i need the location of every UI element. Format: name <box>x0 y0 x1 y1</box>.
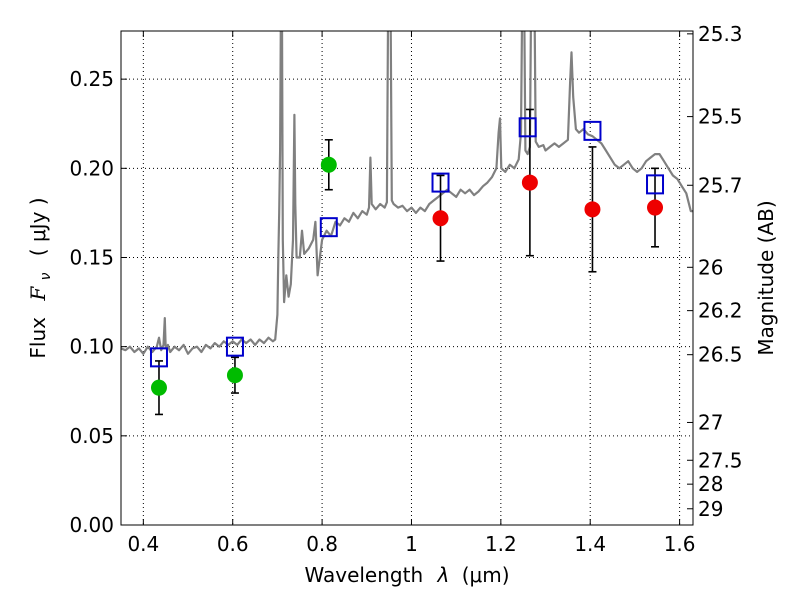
y2-axis-label: Magnitude (AB) <box>754 200 778 355</box>
model-square <box>319 217 338 238</box>
red-point <box>584 201 601 218</box>
y-axis-label-symbol: F <box>26 286 50 302</box>
plot-frame <box>120 30 694 526</box>
model-square <box>149 347 168 368</box>
x-tick-label: 1.6 <box>664 532 696 556</box>
x-tick-label: 0.6 <box>217 532 249 556</box>
y2-tick-label: 25.7 <box>698 173 743 197</box>
x-tick-label: 0.8 <box>306 532 338 556</box>
y2-tick-label: 29 <box>698 497 723 521</box>
spectrum-line <box>121 31 693 355</box>
red-point <box>647 199 664 216</box>
model-square <box>518 117 537 138</box>
y-axis-label-prefix: Flux <box>26 317 50 359</box>
y2-tick-label: 26 <box>698 255 723 279</box>
model-square <box>225 336 244 357</box>
y-axis-label-subscript: ν <box>38 272 54 280</box>
model-square <box>583 120 602 141</box>
x-tick-label: 0.4 <box>127 532 159 556</box>
x-axis-label: Wavelength λ (μm) <box>304 563 509 587</box>
y2-tick-label: 28 <box>698 472 723 496</box>
grid <box>121 31 693 526</box>
x-axis-label-prefix: Wavelength <box>304 563 423 587</box>
y2-tick-label: 25.3 <box>698 22 743 46</box>
x-axis-label-unit: (μm) <box>462 563 510 587</box>
red-point <box>432 210 449 227</box>
y2-tick-label: 26.5 <box>698 343 743 367</box>
y2-tick-label: 27 <box>698 410 723 434</box>
data-layer <box>121 31 693 416</box>
y2-tick-label: 27.5 <box>698 448 743 472</box>
y-tick-label: 0.25 <box>69 67 114 91</box>
y-axis-label-unit: ( μJy ) <box>26 197 50 256</box>
red-point <box>521 174 538 191</box>
y2-tick-label: 25.5 <box>698 105 743 129</box>
model-square <box>646 174 665 195</box>
x-axis-label-symbol: λ <box>437 563 450 587</box>
y-axis-label: Flux F ν ( μJy ) <box>26 197 55 358</box>
x-tick-label: 1.2 <box>485 532 517 556</box>
ticks: 0.4 0.6 0.8 1 1.2 1.4 1.6 0.00 0.05 0.10 0.15 0.20 0… <box>69 22 742 556</box>
y-tick-label: 0.05 <box>69 424 114 448</box>
green-point <box>150 379 167 396</box>
y-tick-label: 0.20 <box>69 156 114 180</box>
green-point <box>226 367 243 384</box>
y-tick-label: 0.10 <box>69 335 114 359</box>
y2-tick-label: 26.2 <box>698 299 743 323</box>
model-square <box>431 172 450 193</box>
x-tick-label: 1 <box>405 532 418 556</box>
x-tick-label: 1.4 <box>574 532 606 556</box>
y-tick-label: 0.00 <box>69 513 114 537</box>
green-point <box>320 156 337 173</box>
y-tick-label: 0.15 <box>69 245 114 269</box>
